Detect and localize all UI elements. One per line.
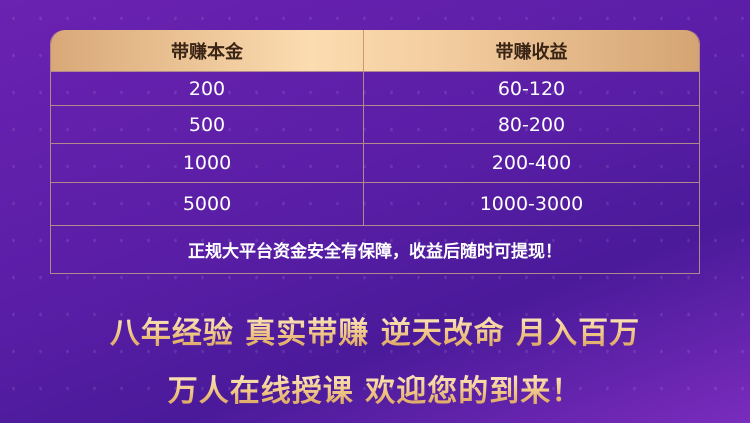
earnings-cell: 80-200 (363, 106, 699, 143)
table-row: 1000 200-400 (51, 143, 699, 182)
principal-cell: 500 (188, 113, 226, 136)
principal-cell: 5000 (182, 193, 232, 215)
table-header: 带赚本金 带赚收益 (51, 30, 699, 71)
earnings-table: 带赚本金 带赚收益 200 60-120 500 80-200 1000 200-40… (50, 30, 700, 274)
table-row: 5000 1000-3000 (51, 182, 699, 225)
principal-cell: 200 (188, 77, 226, 100)
table-row: 200 60-120 (51, 71, 699, 105)
earnings-cell: 60-120 (363, 72, 699, 105)
header-principal: 带赚本金 (171, 41, 243, 63)
principal-cell: 1000 (182, 152, 232, 174)
earnings-cell: 1000-3000 (363, 183, 699, 225)
earnings-cell: 200-400 (363, 144, 699, 182)
table-note: 正规大平台资金安全有保障，收益后随时可提现！ (51, 225, 699, 273)
header-earnings: 带赚收益 (363, 30, 699, 71)
slogan-line-2: 万人在线授课 欢迎您的到来！ (0, 366, 750, 410)
slogan-line-1: 八年经验 真实带赚 逆天改命 月入百万 (0, 308, 750, 352)
table-row: 500 80-200 (51, 105, 699, 143)
